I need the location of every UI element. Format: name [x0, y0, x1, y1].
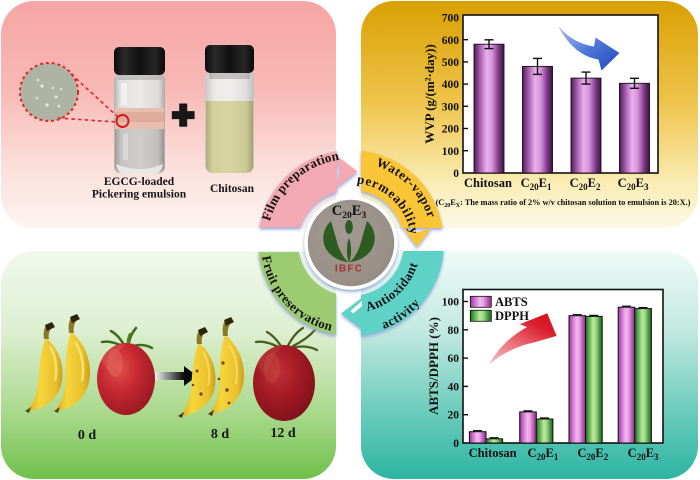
svg-text:20: 20	[448, 410, 460, 422]
svg-text:200: 200	[442, 124, 460, 136]
svg-text:40: 40	[448, 381, 460, 393]
svg-text:500: 500	[442, 57, 460, 69]
svg-text:ABTS/DPPH (%): ABTS/DPPH (%)	[426, 317, 441, 415]
svg-text:IBFC: IBFC	[335, 264, 363, 275]
svg-text:ABTS: ABTS	[495, 295, 528, 309]
svg-text:(C20EX: The mass ratio of 2% w: (C20EX: The mass ratio of 2% w/v chitosa…	[436, 198, 691, 209]
svg-text:100: 100	[442, 146, 460, 158]
svg-text:600: 600	[442, 35, 460, 47]
svg-text:C20E1: C20E1	[527, 446, 558, 462]
svg-text:DPPH: DPPH	[495, 309, 529, 323]
svg-text:0: 0	[453, 438, 459, 450]
svg-text:100: 100	[442, 297, 460, 309]
svg-text:Chitosan: Chitosan	[469, 446, 517, 460]
svg-text:Chitosan: Chitosan	[210, 183, 255, 195]
svg-text:300: 300	[442, 101, 460, 113]
svg-text:EGCG-loaded: EGCG-loaded	[104, 176, 175, 188]
svg-text:0 d: 0 d	[78, 428, 97, 443]
svg-text:C20E3: C20E3	[332, 203, 367, 221]
svg-text:Pickering emulsion: Pickering emulsion	[92, 189, 187, 201]
svg-text:8 d: 8 d	[211, 427, 230, 442]
svg-text:400: 400	[442, 79, 460, 91]
svg-text:60: 60	[448, 353, 460, 365]
svg-text:C20E2: C20E2	[577, 446, 608, 462]
svg-text:80: 80	[448, 325, 460, 337]
svg-text:WVP (g/(m²·day)): WVP (g/(m²·day))	[422, 44, 437, 144]
svg-text:C20E2: C20E2	[570, 176, 601, 192]
svg-text:Chitosan: Chitosan	[464, 176, 512, 190]
svg-text:C20E1: C20E1	[521, 176, 552, 192]
svg-text:700: 700	[442, 13, 460, 25]
svg-text:C20E3: C20E3	[628, 446, 659, 462]
svg-text:12 d: 12 d	[270, 426, 296, 441]
svg-text:0: 0	[453, 168, 459, 180]
svg-text:C20E3: C20E3	[618, 176, 649, 192]
